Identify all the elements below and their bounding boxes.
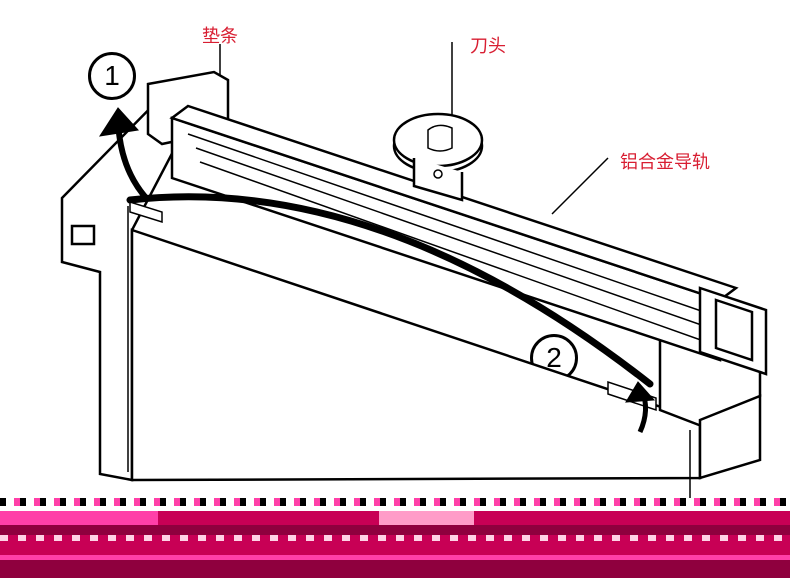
- pointer-rail: [552, 158, 608, 214]
- technical-diagram: [0, 0, 790, 578]
